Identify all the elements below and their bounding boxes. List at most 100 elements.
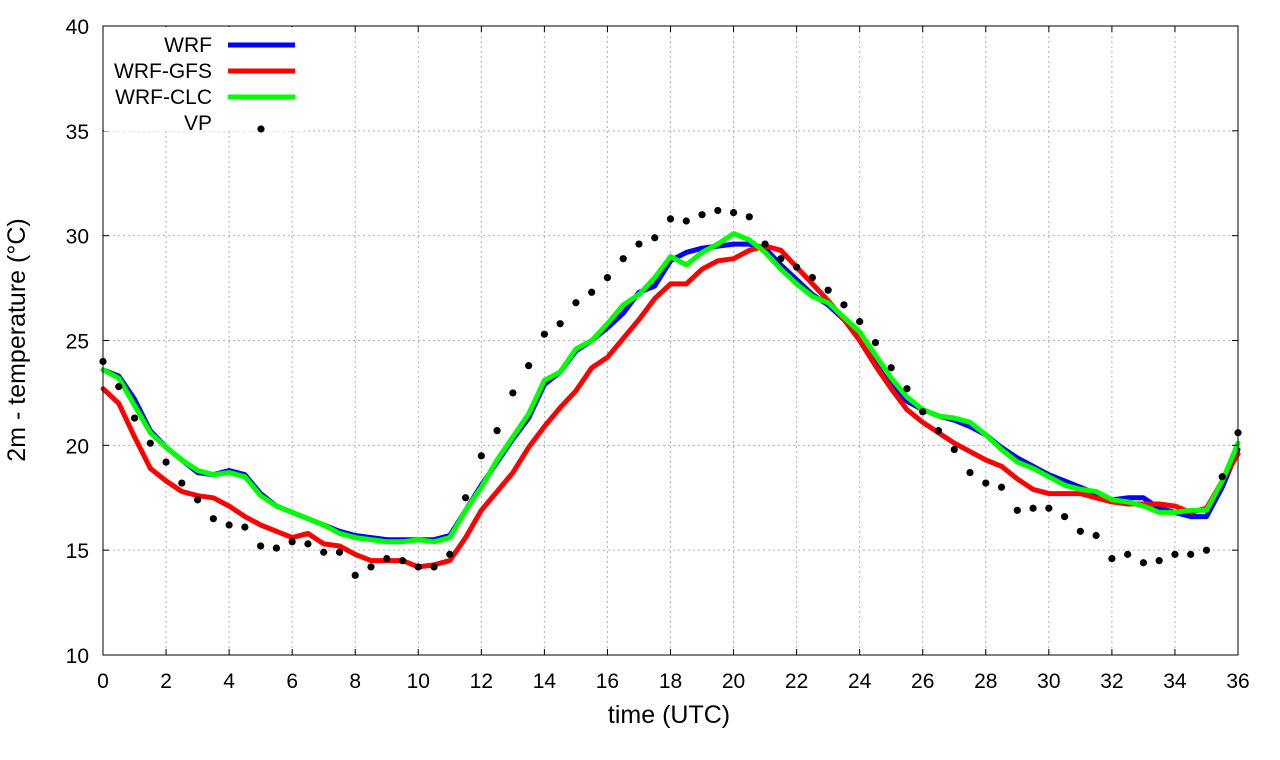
series-vp-point [682, 217, 690, 225]
series-vp-point [745, 213, 753, 221]
legend: WRF WRF-GFS WRF-CLC VP [104, 27, 304, 135]
series-vp-point [193, 496, 202, 504]
series-vp-point [509, 389, 517, 397]
x-tick-label: 14 [533, 670, 557, 693]
x-tick-label: 6 [286, 670, 298, 693]
series-vp-point [335, 548, 344, 556]
series-vp-point [1124, 550, 1132, 558]
x-tick-label: 28 [974, 670, 997, 693]
series-vp-point [761, 240, 769, 248]
series-vp-point [887, 364, 895, 372]
series-vp-point [556, 320, 564, 328]
series-vp-point [572, 299, 580, 307]
series-vp-point [903, 385, 911, 393]
y-tick-label: 10 [66, 645, 89, 668]
series-vp-point [934, 427, 943, 435]
series-wrf-gfs-line [100, 243, 1241, 570]
y-axis-title: 2m - temperature (°C) [3, 218, 31, 461]
series-vp-point [982, 479, 990, 487]
series-vp-point [603, 274, 612, 282]
series-vp-point [1092, 531, 1100, 540]
y-tick-label: 25 [66, 331, 89, 354]
series-vp-point [919, 408, 927, 416]
series-vp-point [698, 211, 706, 219]
legend-label-wrf-clc: WRF-CLC [115, 86, 212, 109]
y-tick-label: 20 [66, 435, 89, 458]
series-vp-point [1155, 557, 1163, 565]
series-vp-point [966, 468, 974, 477]
x-tick-label: 2 [160, 670, 172, 693]
x-tick-label: 12 [470, 670, 493, 693]
series-wrf-clc-line [100, 231, 1241, 545]
series-vp-point [178, 479, 186, 487]
series-vp-point [666, 215, 675, 223]
x-tick-label: 26 [911, 670, 934, 693]
series-vp-point [1045, 504, 1053, 512]
series-vp-point [856, 318, 864, 326]
legend-label-wrf-gfs: WRF-GFS [114, 60, 212, 83]
y-tick-label: 30 [66, 226, 89, 249]
series-vp-point [871, 338, 880, 347]
series-vp-point [1060, 513, 1069, 521]
series-vp-point [351, 571, 359, 579]
x-tick-label: 34 [1163, 670, 1187, 693]
y-tick-label: 40 [66, 16, 89, 39]
series-vp-point [130, 414, 139, 422]
series-vp-point [288, 538, 296, 546]
x-tick-label: 30 [1037, 670, 1060, 693]
x-tick-label: 10 [407, 670, 430, 693]
series-vp-point [414, 563, 422, 571]
series-vp-point [477, 452, 485, 460]
series-vp-point [146, 439, 154, 447]
series-vp-point [272, 544, 281, 552]
series-vp-point [619, 255, 627, 263]
series-vp-point [840, 301, 848, 309]
series-vp-point [540, 330, 548, 338]
series-vp-point [461, 494, 470, 502]
series-vp-point [446, 550, 454, 558]
x-tick-label: 24 [848, 670, 872, 693]
x-tick-label: 20 [722, 670, 745, 693]
series-vp-point [824, 286, 832, 294]
x-tick-label: 4 [223, 670, 235, 693]
series-vp-point [1139, 559, 1148, 567]
series-vp-point [525, 362, 533, 370]
series-vp-point [635, 240, 643, 248]
series-vp-point [225, 521, 233, 529]
series-vp-point [1029, 504, 1037, 512]
legend-swatch-vp [257, 125, 265, 133]
series-vp-point [241, 523, 249, 531]
series-vp-point [1171, 550, 1179, 558]
series-vp-point [398, 557, 407, 565]
series-vp-point [1218, 473, 1226, 481]
x-axis-title: time (UTC) [608, 701, 730, 729]
series-vp-point [383, 554, 391, 563]
grid [103, 26, 1238, 655]
legend-label-vp: VP [184, 112, 212, 135]
series-vp-point [1202, 546, 1211, 554]
series-vp-point [808, 274, 816, 282]
series-vp-point [777, 255, 785, 263]
series-vp-point [950, 445, 958, 454]
series-vp-point [1013, 506, 1021, 514]
x-tick-label: 32 [1100, 670, 1123, 693]
x-tick-label: 18 [659, 670, 682, 693]
series-vp-point [115, 383, 123, 391]
x-tick-label: 8 [349, 670, 361, 693]
series-layer [99, 206, 1242, 579]
series-vp-point [1076, 527, 1084, 535]
series-vp-point [162, 458, 170, 466]
series-vp-point [430, 563, 438, 571]
x-tick-label: 22 [785, 670, 808, 693]
series-vp-point [729, 209, 738, 217]
series-vp-point [320, 548, 328, 556]
series-vp-point [997, 483, 1006, 491]
series-vp-point [1108, 554, 1116, 563]
series-vp-point [367, 563, 375, 571]
ticks: 0 2 4 6 8 10 12 14 16 18 20 22 24 26 28 30 32 34 361015202… [66, 16, 1250, 693]
series-vp-point [493, 427, 501, 435]
legend-label-wrf: WRF [164, 34, 212, 57]
series-vp-point [209, 515, 217, 523]
x-tick-label: 16 [596, 670, 619, 693]
